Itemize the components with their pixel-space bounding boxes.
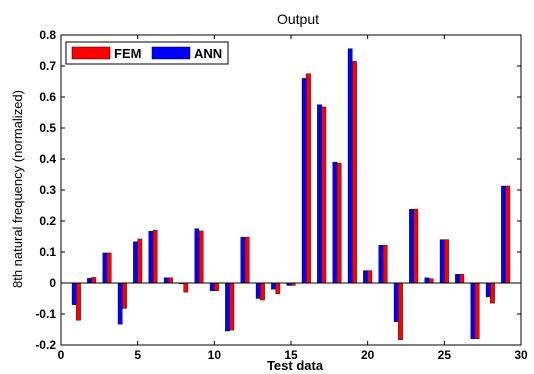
bar-fem-18 bbox=[336, 162, 342, 284]
y-tick-label: 0.1 bbox=[39, 245, 56, 259]
bar-fem-5 bbox=[137, 238, 143, 284]
ticks-layer: 0 5 10 15 20 25 30 -0.2 -0.1 0 0.1 0.2 0.3 0.4 0.5 0.6 0… bbox=[35, 28, 528, 362]
bar-ann-6 bbox=[148, 231, 154, 284]
bar-ann-16 bbox=[301, 78, 307, 284]
bar-fem-4 bbox=[122, 282, 127, 309]
bar-fem-11 bbox=[229, 282, 235, 331]
legend-label-ann: ANN bbox=[194, 46, 222, 61]
x-tick-label: 10 bbox=[208, 348, 222, 362]
bar-ann-29 bbox=[501, 185, 506, 284]
bar-fem-26 bbox=[459, 274, 465, 284]
bar-ann-26 bbox=[455, 274, 460, 284]
bar-ann-4 bbox=[117, 282, 123, 325]
y-tick-label: 0.3 bbox=[39, 183, 56, 197]
bar-ann-18 bbox=[332, 161, 338, 284]
bar-ann-28 bbox=[485, 282, 491, 298]
y-axis-label: 8th natural frequency (normalized) bbox=[10, 90, 25, 288]
y-tick-label: 0.5 bbox=[39, 121, 56, 135]
bar-ann-25 bbox=[439, 239, 445, 284]
bar-fem-14 bbox=[275, 282, 281, 295]
y-tick-label: -0.2 bbox=[35, 338, 56, 352]
bar-fem-9 bbox=[198, 230, 204, 284]
bar-fem-1 bbox=[76, 282, 81, 321]
bar-fem-12 bbox=[244, 236, 250, 284]
bar-fem-29 bbox=[505, 185, 511, 284]
bar-fem-20 bbox=[367, 270, 373, 284]
x-axis-label: Test data bbox=[267, 358, 324, 373]
y-tick-label: 0.4 bbox=[39, 152, 56, 166]
bar-ann-12 bbox=[240, 236, 246, 284]
x-tick-label: 25 bbox=[438, 348, 452, 362]
x-tick-label: 0 bbox=[58, 348, 65, 362]
x-tick-label: 20 bbox=[361, 348, 375, 362]
bar-fem-19 bbox=[352, 61, 357, 284]
legend-swatch-ann bbox=[151, 46, 191, 60]
bar-fem-7 bbox=[168, 277, 173, 284]
bar-ann-11 bbox=[225, 282, 230, 332]
plot-frame bbox=[60, 34, 522, 346]
legend: FEM ANN bbox=[65, 41, 229, 65]
legend-swatch-fem bbox=[71, 46, 111, 60]
bar-ann-1 bbox=[71, 282, 77, 305]
legend-label-fem: FEM bbox=[114, 46, 141, 61]
bar-fem-8 bbox=[183, 282, 189, 293]
bar-ann-5 bbox=[133, 241, 138, 284]
y-tick-label: -0.1 bbox=[35, 307, 56, 321]
bar-fem-25 bbox=[444, 239, 449, 284]
bar-ann-3 bbox=[102, 252, 108, 284]
bar-fem-13 bbox=[260, 282, 265, 301]
bar-ann-24 bbox=[424, 277, 430, 284]
bar-fem-27 bbox=[474, 282, 480, 339]
bar-fem-2 bbox=[91, 277, 97, 284]
bar-ann-7 bbox=[163, 277, 169, 284]
x-tick-label: 30 bbox=[514, 348, 528, 362]
bars-layer bbox=[61, 48, 521, 340]
bar-fem-24 bbox=[428, 278, 434, 284]
bar-ann-2 bbox=[87, 278, 92, 284]
bar-fem-6 bbox=[152, 230, 158, 284]
bar-ann-14 bbox=[271, 282, 276, 290]
bar-ann-27 bbox=[470, 282, 476, 339]
bar-ann-13 bbox=[255, 282, 261, 299]
chart-title: Output bbox=[277, 11, 319, 27]
y-tick-label: 0.6 bbox=[39, 90, 56, 104]
bar-fem-21 bbox=[382, 244, 388, 284]
bar-fem-22 bbox=[398, 282, 403, 340]
y-tick-label: 0 bbox=[49, 276, 56, 290]
bar-ann-21 bbox=[378, 244, 384, 284]
x-tick-label: 5 bbox=[134, 348, 141, 362]
y-tick-label: 0.7 bbox=[39, 59, 56, 73]
bar-ann-23 bbox=[409, 209, 414, 284]
bar-ann-9 bbox=[194, 228, 200, 284]
bar-fem-16 bbox=[306, 73, 311, 284]
bar-ann-19 bbox=[347, 48, 353, 284]
y-tick-label: 0.8 bbox=[39, 28, 56, 42]
bar-fem-23 bbox=[413, 209, 419, 284]
bar-fem-10 bbox=[214, 282, 219, 291]
bar-fem-28 bbox=[490, 282, 495, 304]
y-tick-label: 0.2 bbox=[39, 214, 56, 228]
bar-fem-3 bbox=[106, 252, 112, 284]
bar-ann-17 bbox=[317, 104, 322, 284]
x-tick-label: 15 bbox=[284, 348, 298, 362]
bar-ann-22 bbox=[393, 282, 399, 322]
bar-fem-17 bbox=[321, 106, 327, 284]
bar-ann-10 bbox=[209, 282, 215, 291]
bar-ann-20 bbox=[363, 270, 368, 284]
